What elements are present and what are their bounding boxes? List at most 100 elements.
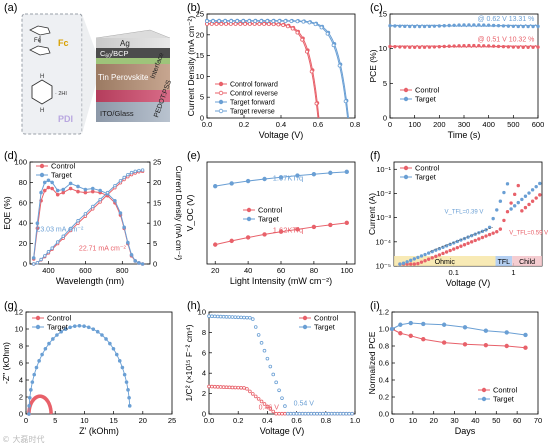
- sclc-point: [462, 243, 467, 247]
- nyquist-point: [32, 372, 37, 377]
- voc-point: [344, 169, 349, 175]
- jv-point: [295, 30, 300, 35]
- panel-a: (a) Fe Fc H H · 2HI: [0, 0, 182, 148]
- x-axis-label: Time (s): [448, 130, 481, 140]
- sclc-point: [484, 234, 488, 238]
- ferrocene-icon: [29, 25, 51, 56]
- y-tick-label: 12: [15, 308, 23, 317]
- ms-point: [259, 399, 264, 404]
- jv-point: [229, 19, 234, 23]
- pce-point: [447, 44, 451, 48]
- pce-point: [526, 24, 530, 29]
- eqe-point: [122, 225, 126, 230]
- eqe-point: [126, 240, 130, 245]
- x-tick-label: 0.2: [233, 416, 243, 425]
- nyquist-point: [82, 324, 86, 328]
- pce-point: [393, 44, 397, 49]
- eqe-point: [42, 180, 47, 185]
- nyquist-point: [77, 323, 82, 328]
- y-tick-label: 0: [200, 114, 204, 123]
- eqe-point: [61, 187, 66, 192]
- x-axis-label: Z' (kOhm): [79, 426, 119, 436]
- y-tick-label: 10⁻⁵: [376, 262, 391, 271]
- y-tick-label: 0.4: [379, 376, 389, 385]
- nyquist-point: [127, 404, 132, 408]
- y2-tick-label: 0: [153, 260, 157, 269]
- x-tick-label: 30: [450, 416, 458, 425]
- legend-entry: Target: [415, 95, 437, 104]
- sclc-point: [409, 262, 413, 266]
- sclc-point: [495, 229, 499, 234]
- stability-point: [408, 333, 413, 338]
- x-tick-label: 100: [341, 266, 354, 275]
- plot-frame: [389, 13, 539, 119]
- legend-entry: Target: [258, 215, 280, 224]
- eqe-point: [39, 190, 43, 195]
- ms-point: [221, 385, 226, 389]
- y-tick-label: 40: [19, 219, 27, 228]
- stability-point: [421, 337, 426, 342]
- pce-point: [511, 24, 516, 29]
- sclc-point: [416, 255, 420, 260]
- x-tick-label: 400: [42, 266, 55, 275]
- jv-point: [283, 19, 288, 24]
- sclc-point: [426, 257, 431, 261]
- ms-point: [213, 314, 217, 319]
- sclc-point: [412, 262, 417, 266]
- y2-tick-label: 10: [153, 219, 161, 228]
- x-axis-label: Days: [455, 426, 476, 436]
- y-tick-label: 1.0: [379, 325, 389, 334]
- pce-point: [412, 45, 417, 49]
- pce-point: [462, 23, 466, 27]
- y-tick-label: 15: [379, 10, 387, 19]
- jv-point: [259, 19, 264, 23]
- jsc-integrated-curve: [33, 170, 143, 265]
- chart-c: 0 100 200 300 400 500 600 0 5 10 15 Time (s) PCE (%)…: [368, 2, 544, 140]
- legend-marker: [246, 216, 252, 222]
- nyquist-point: [30, 380, 35, 384]
- legend-entry: Control: [314, 314, 339, 323]
- eqe-point: [42, 188, 47, 193]
- x-tick-label: 60: [277, 266, 285, 275]
- legend-marker: [246, 207, 252, 213]
- stability-point: [389, 326, 395, 332]
- eqe-point: [55, 188, 60, 193]
- jsc-point: [83, 212, 88, 216]
- ms-point: [350, 411, 354, 416]
- eqe-point: [31, 256, 36, 260]
- eqe-point: [46, 185, 51, 190]
- jv-point: [205, 19, 209, 23]
- y-tick-label: 0.8: [379, 342, 389, 351]
- x-axis-label: Voltage (V): [259, 130, 304, 140]
- region-band: [394, 256, 496, 266]
- slope-annotation: 1.62KT/q: [273, 225, 303, 234]
- jv-point: [337, 63, 342, 68]
- pce-annotation: @ 0.62 V 13.31 %: [477, 16, 534, 23]
- legend-marker: [302, 324, 308, 330]
- ms-point: [253, 394, 258, 399]
- jv-point: [211, 19, 215, 23]
- legend-entry: Target forward: [230, 100, 275, 107]
- x-tick-label: 200: [433, 120, 446, 129]
- pce-point: [403, 24, 407, 29]
- sclc-point: [444, 250, 449, 254]
- nyquist-point: [47, 341, 51, 346]
- jv-point: [313, 22, 318, 27]
- pce-point: [486, 23, 491, 27]
- legend-marker: [481, 387, 487, 393]
- voc-point: [262, 176, 267, 182]
- y-tick-label: 6: [202, 348, 206, 357]
- x-tick-label: 300: [458, 120, 471, 129]
- x-tick-label: 1: [511, 268, 515, 277]
- ms-point: [283, 411, 287, 416]
- stability-point: [421, 321, 426, 327]
- sclc-point: [538, 181, 542, 186]
- region-band: [495, 256, 513, 266]
- jsc-point: [46, 250, 51, 254]
- pce-point: [388, 24, 392, 28]
- legend-entry: Control: [415, 164, 440, 173]
- sclc-point: [423, 252, 427, 257]
- ms-point: [224, 315, 229, 319]
- ms-point: [265, 404, 270, 409]
- jv-point: [247, 22, 252, 26]
